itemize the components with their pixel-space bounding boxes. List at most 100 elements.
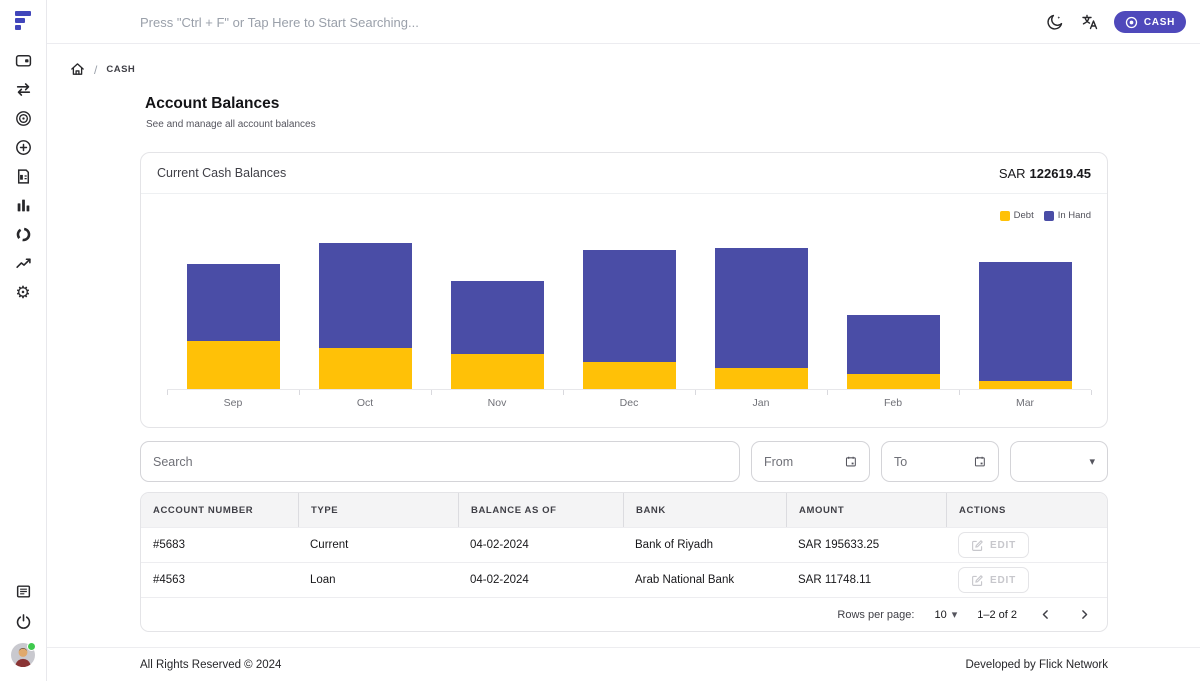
- axis-tick: [431, 390, 432, 395]
- trend-line-icon[interactable]: [9, 255, 37, 272]
- x-axis-label: Sep: [223, 397, 243, 409]
- donut-icon[interactable]: [9, 226, 37, 243]
- cell-bank: Bank of Riyadh: [635, 539, 713, 551]
- footer-credit: Developed by Flick Network: [965, 658, 1108, 671]
- chart-slot: [695, 194, 827, 389]
- column-header: BANK: [623, 493, 786, 527]
- sidebar-nav: ⚙: [9, 52, 37, 301]
- news-document-icon[interactable]: [9, 583, 37, 600]
- axis-tick: [695, 390, 696, 395]
- legend-item[interactable]: In Hand: [1043, 210, 1091, 221]
- rows-per-page-select[interactable]: 10 ▾: [934, 608, 958, 622]
- x-axis-label: Oct: [356, 397, 374, 409]
- bar-segment-debt: [318, 348, 412, 389]
- currency-label: SAR: [998, 165, 1026, 181]
- previous-page-icon[interactable]: [1037, 606, 1054, 623]
- chart-slot: [827, 194, 959, 389]
- translate-icon[interactable]: [1079, 11, 1101, 33]
- stacked-bar-sep: [186, 264, 280, 389]
- table-row: #4563 Loan 04-02-2024 Arab National Bank SAR…: [141, 562, 1107, 597]
- total-balance: SAR 122619.45: [999, 166, 1091, 181]
- legend-swatch-icon: [999, 210, 1010, 221]
- x-axis-label: Nov: [487, 397, 507, 409]
- wallet-icon[interactable]: [9, 52, 37, 69]
- cell-amount: SAR 195633.25: [798, 539, 880, 551]
- transfer-arrows-icon[interactable]: [9, 81, 37, 98]
- edit-button-label: EDIT: [990, 539, 1016, 551]
- bar-segment-debt: [846, 374, 940, 389]
- chart-slot: [167, 194, 299, 389]
- online-status-dot: [27, 642, 36, 651]
- axis-tick: [563, 390, 564, 395]
- chart-slot: [431, 194, 563, 389]
- stacked-bar-dec: [582, 250, 676, 389]
- bar-segment-in-hand: [318, 243, 412, 348]
- stacked-bar-oct: [318, 243, 412, 389]
- bar-segment-in-hand: [846, 315, 940, 374]
- chart-card-title: Current Cash Balances: [157, 166, 287, 180]
- bar-segment-in-hand: [978, 262, 1072, 381]
- power-icon[interactable]: [9, 613, 37, 630]
- topbar-actions: CASH: [1044, 0, 1186, 44]
- edit-icon: [972, 574, 983, 586]
- type-select[interactable]: ▾: [1010, 441, 1108, 482]
- footer: All Rights Reserved © 2024 Developed by …: [47, 647, 1200, 681]
- footer-copyright: All Rights Reserved © 2024: [140, 658, 282, 671]
- chevron-down-icon: ▾: [951, 609, 958, 621]
- calendar-icon[interactable]: [974, 454, 986, 469]
- target-icon[interactable]: [9, 110, 37, 127]
- bar-segment-in-hand: [582, 250, 676, 362]
- chart-slot: [959, 194, 1091, 389]
- chart-card-header: Current Cash Balances SAR 122619.45: [141, 153, 1107, 194]
- chart-x-labels: Sep Oct Nov Dec Jan Feb Mar: [167, 397, 1091, 409]
- chart-plot: [167, 194, 1091, 390]
- dark-mode-moon-icon[interactable]: [1044, 11, 1066, 33]
- cell-type: Loan: [310, 574, 336, 586]
- flick-logo-icon: [14, 11, 32, 31]
- home-icon[interactable]: [70, 62, 85, 77]
- bar-segment-in-hand: [450, 281, 544, 354]
- pagination-range: 1–2 of 2: [977, 608, 1017, 621]
- axis-tick: [1091, 390, 1092, 395]
- cash-button[interactable]: CASH: [1113, 11, 1186, 33]
- sidebar: ⚙: [0, 0, 47, 681]
- breadcrumb-current[interactable]: CASH: [106, 64, 136, 75]
- legend-swatch-icon: [1043, 210, 1054, 221]
- next-page-icon[interactable]: [1076, 606, 1093, 623]
- legend-item[interactable]: Debt: [999, 210, 1034, 221]
- chart-region: Debt In Hand Sep Oct Nov Dec Jan Feb Mar: [141, 194, 1107, 427]
- invoice-icon[interactable]: [9, 168, 37, 185]
- search-input[interactable]: [153, 454, 727, 469]
- global-search-input[interactable]: [140, 0, 700, 44]
- chevron-down-icon: ▾: [1089, 456, 1095, 468]
- bar-segment-debt: [186, 341, 280, 389]
- bar-chart-icon[interactable]: [9, 197, 37, 214]
- x-axis-label: Mar: [1015, 397, 1035, 409]
- legend-label: In Hand: [1057, 210, 1091, 221]
- cell-balance-as-of: 04-02-2024: [470, 574, 529, 586]
- legend-label: Debt: [1013, 210, 1034, 221]
- calendar-icon[interactable]: [845, 454, 857, 469]
- table-body: #5683 Current 04-02-2024 Bank of Riyadh SAR …: [141, 527, 1107, 597]
- date-from-input[interactable]: [764, 454, 838, 469]
- date-from-field[interactable]: [751, 441, 870, 482]
- add-circle-icon[interactable]: [9, 139, 37, 156]
- stacked-bar-mar: [978, 262, 1072, 389]
- settings-gear-icon[interactable]: ⚙: [9, 284, 37, 301]
- user-avatar[interactable]: [11, 642, 36, 667]
- cash-button-label: CASH: [1143, 16, 1175, 28]
- edit-button[interactable]: EDIT: [958, 532, 1029, 558]
- axis-tick: [167, 390, 168, 395]
- accounts-table: ACCOUNT NUMBER TYPE BALANCE AS OF BANK AMOUN…: [140, 492, 1108, 632]
- search-field[interactable]: [140, 441, 740, 482]
- edit-button[interactable]: EDIT: [958, 567, 1029, 593]
- date-to-field[interactable]: [881, 441, 999, 482]
- x-axis-label: Jan: [752, 397, 770, 409]
- sidebar-bottom: [9, 583, 37, 667]
- date-to-input[interactable]: [894, 454, 967, 469]
- breadcrumb: / CASH: [70, 62, 135, 77]
- axis-tick: [827, 390, 828, 395]
- page-title: Account Balances: [145, 95, 280, 112]
- cell-actions: EDIT: [946, 528, 1107, 562]
